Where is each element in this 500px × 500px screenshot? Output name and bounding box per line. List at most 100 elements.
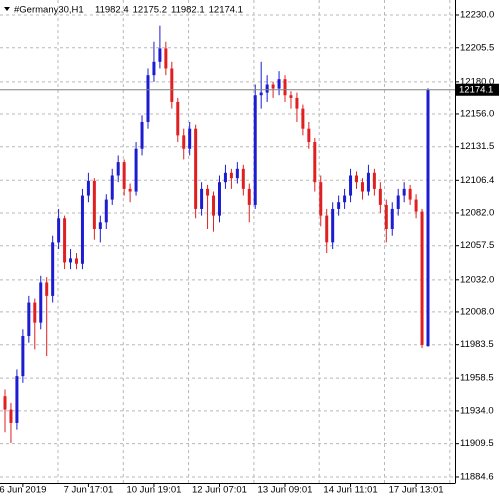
candle-body: [355, 175, 359, 183]
price-label-box: [456, 83, 499, 96]
candle: [319, 175, 323, 227]
candle-body: [116, 162, 120, 176]
candle: [325, 208, 329, 254]
candle-body: [277, 79, 281, 89]
candle: [277, 71, 281, 96]
candle: [229, 168, 233, 189]
candle: [259, 61, 263, 109]
candle-body: [63, 218, 67, 263]
candle: [295, 92, 299, 122]
candle-body: [33, 302, 37, 323]
candle: [39, 275, 43, 330]
candle: [247, 183, 251, 223]
candle: [313, 138, 317, 192]
y-tick-label: 12131.5: [460, 141, 494, 152]
candle: [194, 124, 198, 219]
candle: [206, 184, 210, 229]
candle-body: [295, 97, 299, 109]
candle-body: [265, 84, 269, 93]
candle: [289, 91, 293, 109]
candle: [355, 171, 359, 189]
candle-body: [343, 195, 347, 203]
candle: [146, 68, 150, 129]
candle: [152, 41, 156, 82]
candle-body: [98, 222, 102, 229]
candle: [176, 97, 180, 143]
candle-body: [241, 168, 245, 189]
candle: [69, 249, 73, 270]
candle-body: [21, 336, 25, 377]
candle: [200, 182, 204, 216]
y-tick-label: 11909.5: [460, 438, 494, 449]
y-tick-label: 12032.0: [460, 274, 494, 285]
candle: [140, 115, 144, 156]
candle: [372, 168, 376, 196]
candle: [307, 121, 311, 149]
candle: [253, 84, 257, 209]
candle-body: [200, 188, 204, 209]
candle: [384, 199, 388, 243]
candle-body: [235, 168, 239, 179]
candle-body: [80, 195, 84, 264]
candle-body: [384, 204, 388, 229]
y-tick-label: 12205.5: [460, 42, 494, 53]
candle-body: [247, 188, 251, 205]
candle: [378, 182, 382, 213]
x-tick-label: 6 Jun 2019: [0, 485, 46, 496]
candle: [27, 295, 31, 343]
candle-body: [9, 409, 13, 423]
y-tick-label: 12180.0: [460, 76, 494, 87]
y-tick-label: 12057.5: [460, 240, 494, 251]
candle-body: [229, 172, 233, 179]
candle-body: [289, 95, 293, 98]
candle-body: [259, 92, 263, 96]
y-tick-label: 11934.0: [460, 405, 494, 416]
candle-body: [396, 195, 400, 209]
candle: [360, 178, 364, 200]
candle: [33, 298, 37, 350]
candle-body: [349, 175, 353, 196]
candle: [170, 61, 174, 109]
candle-body: [188, 128, 192, 149]
x-tick-label: 10 Jun 19:01: [126, 485, 181, 496]
candle: [158, 25, 162, 69]
candle: [98, 215, 102, 243]
candle: [343, 188, 347, 209]
candle-body: [3, 396, 7, 410]
x-tick-label: 14 Jun 11:01: [323, 485, 377, 496]
candle-body: [378, 188, 382, 205]
candle-body: [372, 172, 376, 189]
candle-body: [140, 121, 144, 149]
candle: [217, 175, 221, 223]
candle: [92, 178, 96, 240]
candle-body: [158, 48, 162, 62]
candle-body: [51, 242, 55, 296]
candle: [63, 215, 67, 270]
candle-body: [122, 162, 126, 189]
x-tick-label: 17 Jun 13:01: [389, 485, 444, 496]
y-tick-label: 12230.0: [460, 9, 494, 20]
candle: [9, 402, 13, 444]
candle: [164, 41, 168, 76]
candle-body: [104, 199, 108, 223]
candle: [235, 162, 239, 184]
candle: [104, 194, 108, 229]
candle-body: [194, 128, 198, 209]
candle-body: [86, 180, 90, 196]
y-tick-label: 12008.0: [460, 306, 494, 317]
candle: [408, 184, 412, 205]
candle-body: [319, 182, 323, 216]
candle: [21, 329, 25, 383]
candle-body: [331, 208, 335, 243]
x-tick-label: 12 Jun 07:01: [192, 485, 247, 496]
candle-body: [45, 282, 49, 296]
candle: [223, 164, 227, 189]
candle-body: [15, 376, 19, 423]
y-tick-label: 12082.0: [460, 207, 494, 218]
candle-body: [170, 68, 174, 102]
chart-title: #Germany30,H1: [14, 5, 84, 16]
candle-body: [366, 172, 370, 192]
candle-body: [27, 302, 31, 336]
candle: [396, 188, 400, 216]
